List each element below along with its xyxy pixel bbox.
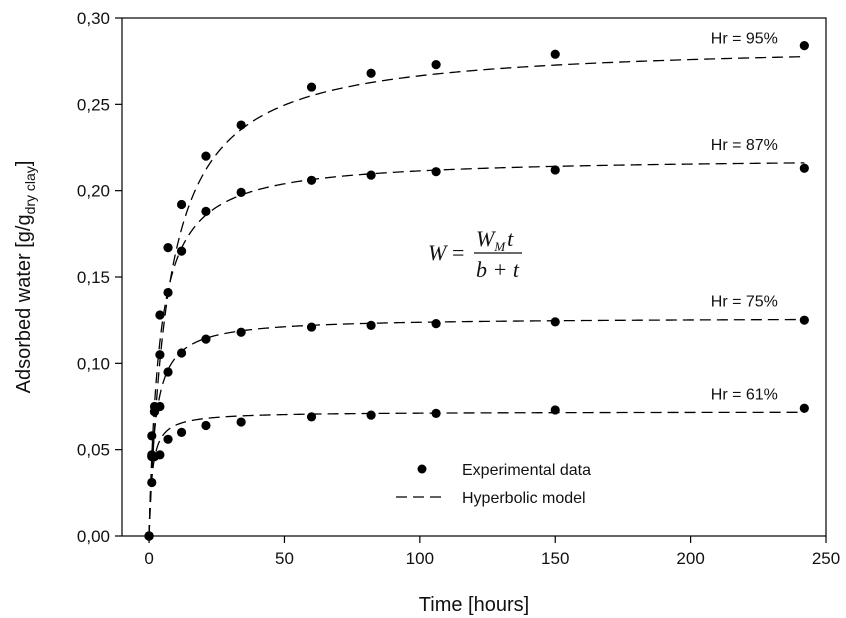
data-point-s2-4 [163,367,173,377]
data-point-s3-0 [144,531,154,541]
x-tick-label-0: 0 [144,549,153,568]
data-point-s2-8 [306,322,317,332]
formula: W = WMt b + t [428,226,522,282]
data-point-s0-5 [176,199,187,210]
data-point-s0-12 [799,41,809,51]
legend: Experimental data Hyperbolic model [396,462,591,507]
data-point-s1-12 [799,163,809,173]
data-point-s2-9 [366,320,376,330]
data-point-s0-3 [155,310,165,320]
data-point-s3-6 [201,420,211,431]
data-point-s3-8 [306,412,317,422]
data-point-s1-5 [176,246,187,256]
y-tick-label-0: 0,00 [77,527,110,546]
data-point-s3-7 [236,417,246,427]
data-point-s1-9 [366,170,376,180]
data-point-s0-11 [550,49,560,59]
data-point-s2-3 [155,401,165,412]
data-point-s3-4 [163,434,173,444]
data-point-s2-7 [236,327,246,337]
legend-label-experimental: Experimental data [462,462,591,479]
data-points [144,41,809,541]
legend-marker-experimental [417,464,427,474]
data-point-s3-10 [431,408,441,419]
data-point-s1-1 [147,431,157,441]
data-point-s2-12 [799,315,809,325]
x-tick-label-5: 250 [812,549,840,568]
y-tick-label-1: 0,05 [77,441,110,460]
data-point-s1-10 [431,167,441,177]
data-point-s0-4 [163,243,173,253]
x-tick-label-3: 150 [541,549,569,568]
data-point-s3-12 [799,403,809,413]
y-axis-title-end: ] [13,161,35,167]
series-labels: Hr = 95% Hr = 87% Hr = 75% Hr = 61% [711,31,778,404]
data-point-s3-9 [366,410,376,420]
data-point-s2-5 [176,348,187,358]
formula-num-main: W [476,226,496,251]
data-point-s3-5 [176,427,187,437]
formula-numerator: WMt [476,226,514,254]
x-tick-label-1: 50 [275,549,294,568]
data-point-s3-11 [550,405,560,415]
formula-denominator: b + t [476,257,520,282]
y-axis-title: Adsorbed water [g/gdry clay] [13,161,38,394]
formula-equals: = [452,240,464,265]
x-axis-title: Time [hours] [419,594,529,616]
data-point-s0-6 [201,151,211,161]
data-point-s0-10 [431,60,441,70]
data-point-s3-1 [147,477,157,488]
data-point-s1-7 [236,187,246,197]
y-tick-label-2: 0,10 [77,354,110,373]
series-label-2: Hr = 75% [711,294,778,311]
y-tick-label-3: 0,15 [77,268,110,287]
y-tick-label-5: 0,25 [77,95,110,114]
data-point-s3-3 [155,450,165,460]
x-tick-label-2: 100 [406,549,434,568]
data-point-s0-8 [306,82,317,92]
data-point-s1-4 [163,287,173,298]
data-point-s1-11 [550,165,560,175]
data-point-s1-3 [155,350,165,360]
data-point-s2-6 [201,334,211,344]
series-label-0: Hr = 95% [711,31,778,48]
y-tick-label-4: 0,20 [77,182,110,201]
data-point-s1-8 [306,175,317,185]
series-label-1: Hr = 87% [711,137,778,154]
y-axis-title-main: Adsorbed water [g/g [13,214,35,393]
model-curve-0 [148,55,805,536]
axis-ticks: 0 50 100 150 200 250 0,00 0,05 0,10 0,15 0,20 0,25 0… [77,9,840,568]
series-label-3: Hr = 61% [711,386,778,403]
formula-lhs: W [428,240,448,265]
data-point-s0-9 [366,68,376,78]
formula-num-sub: M [493,239,506,254]
model-curve-1 [148,162,805,536]
plot-frame [121,17,827,537]
data-point-s2-11 [550,317,560,327]
legend-label-model: Hyperbolic model [462,490,586,507]
y-tick-label-6: 0,30 [77,9,110,28]
y-axis-title-sub: dry clay [22,166,38,214]
formula-num-tail: t [507,226,514,251]
data-point-s1-6 [201,206,211,216]
data-point-s0-7 [236,120,246,130]
data-point-s2-10 [431,319,441,329]
x-tick-label-4: 200 [676,549,704,568]
